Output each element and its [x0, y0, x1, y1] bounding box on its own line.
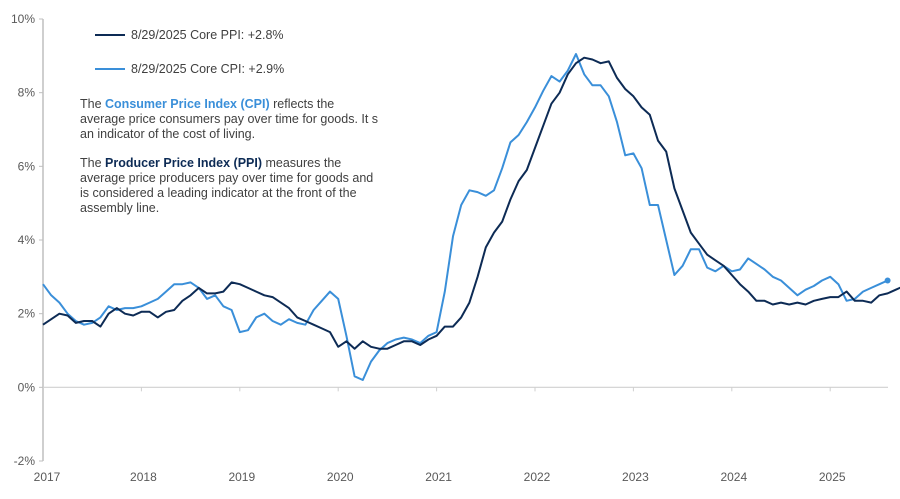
ppi-annotation-prefix: The — [80, 156, 106, 170]
y-tick-label: 0% — [18, 380, 36, 394]
cpi-series-line — [42, 53, 889, 381]
cpi-annotation-prefix: The — [80, 97, 106, 111]
legend-item-ppi: 8/29/2025 Core PPI: +2.8% — [95, 26, 284, 44]
cpi-annotation: The Consumer Price Index (CPI) reflects … — [80, 97, 380, 142]
x-tick-label: 2021 — [425, 470, 452, 484]
y-tick-label: 10% — [11, 12, 35, 26]
x-tick-label: 2020 — [327, 470, 354, 484]
cpi-end-marker — [884, 277, 891, 284]
x-tick-label: 2024 — [720, 470, 747, 484]
legend-label-cpi: 8/29/2025 Core CPI: +2.9% — [131, 62, 285, 76]
ppi-annotation: The Producer Price Index (PPI) measures … — [80, 156, 380, 216]
y-tick-label: -2% — [14, 454, 36, 468]
legend-label-ppi: 8/29/2025 Core PPI: +2.8% — [131, 28, 284, 42]
x-tick-label: 2022 — [524, 470, 551, 484]
legend-swatch-ppi — [95, 34, 125, 36]
legend: 8/29/2025 Core PPI: +2.8% 8/29/2025 Core… — [95, 26, 284, 94]
legend-swatch-cpi — [95, 68, 125, 70]
y-tick-label: 2% — [18, 307, 36, 321]
x-tick-label: 2025 — [819, 470, 846, 484]
cpi-annotation-text: reflects the average price consumers pay… — [80, 97, 379, 141]
x-tick-label: 2023 — [622, 470, 649, 484]
legend-item-cpi: 8/29/2025 Core CPI: +2.9% — [95, 60, 284, 78]
ppi-annotation-term: Producer Price Index (PPI) — [105, 156, 263, 170]
ppi-annotation-text: measures the average price producers pay… — [80, 156, 374, 215]
y-tick-label: 4% — [18, 233, 36, 247]
cpi-annotation-term: Consumer Price Index (CPI) — [105, 97, 270, 111]
y-tick-label: 6% — [18, 159, 36, 173]
y-tick-label: 8% — [18, 86, 36, 100]
ppi-series-line — [42, 56, 900, 350]
x-tick-label: 2017 — [34, 470, 61, 484]
x-tick-label: 2018 — [130, 470, 157, 484]
x-tick-label: 2019 — [228, 470, 255, 484]
